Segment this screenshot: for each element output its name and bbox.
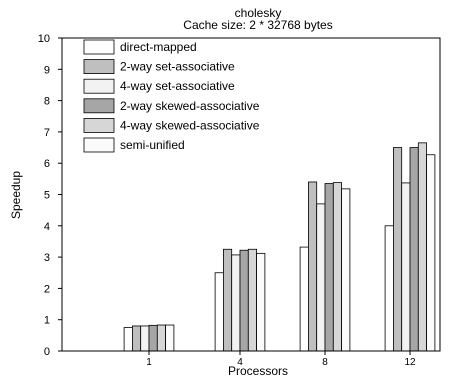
bar-direct-mapped-1 (123, 327, 133, 352)
x-tick-label: 1 (146, 357, 152, 368)
bar-2-way-skewed-associative-4 (239, 249, 249, 352)
bar-4-way-skewed-associative-8 (332, 182, 342, 352)
bar-2-way-skewed-associative-1 (148, 324, 158, 352)
legend-swatch (83, 137, 115, 153)
legend-label: semi-unified (120, 138, 185, 152)
bar-2-way-set-associative-4 (222, 248, 233, 352)
bar-direct-mapped-8 (299, 246, 309, 352)
bar-2-way-skewed-associative-8 (324, 183, 334, 352)
bar-4-way-set-associative-12 (401, 182, 411, 352)
legend-label: 2-way skewed-associative (120, 99, 260, 113)
legend-swatch (83, 39, 115, 55)
bar-4-way-set-associative-4 (231, 254, 241, 352)
bar-4-way-skewed-associative-1 (156, 324, 167, 352)
bar-2-way-set-associative-8 (307, 181, 318, 352)
bar-4-way-skewed-associative-12 (417, 142, 427, 352)
y-tick-label: 3 (44, 252, 50, 264)
bar-4-way-set-associative-8 (316, 203, 326, 352)
x-axis-label: Processors (228, 364, 288, 378)
legend-swatch (83, 98, 115, 114)
bar-semi-unified-1 (165, 324, 175, 352)
y-tick-label: 7 (44, 127, 50, 139)
x-tick-label: 4 (237, 357, 243, 368)
legend-swatch (83, 118, 115, 133)
bar-4-way-set-associative-1 (140, 325, 150, 352)
y-tick-label: 6 (44, 158, 50, 170)
y-tick-label: 5 (44, 190, 50, 202)
legend-swatch (83, 78, 115, 94)
y-axis-ticks: 0 1 2 3 4 5 6 7 8 9 10 (38, 33, 62, 358)
legend-swatch (83, 59, 115, 74)
legend-label: 2-way set-associative (120, 60, 235, 74)
bar-series-group (123, 142, 436, 352)
legend-label: 4-way skewed-associative (120, 118, 260, 132)
bar-2-way-set-associative-1 (131, 325, 142, 352)
y-tick-label: 9 (44, 64, 50, 76)
y-tick-label: 4 (44, 221, 50, 233)
x-axis-ticks: 1 4 8 12 (146, 351, 416, 368)
legend-label: 4-way set-associative (120, 79, 235, 93)
y-tick-label: 1 (44, 315, 50, 327)
y-tick-label: 8 (44, 96, 50, 108)
chart-legend: direct-mapped 2-way set-associative 4-way … (83, 39, 260, 153)
bar-semi-unified-12 (426, 154, 436, 352)
bar-2-way-skewed-associative-12 (409, 147, 419, 352)
plot-area-frame (61, 37, 441, 352)
bar-4-way-skewed-associative-4 (247, 248, 258, 352)
bar-semi-unified-4 (256, 252, 266, 352)
y-axis-label: Speedup (9, 171, 23, 219)
x-tick-label: 8 (322, 357, 328, 368)
y-tick-label: 0 (44, 346, 50, 358)
legend-label: direct-mapped (120, 40, 197, 54)
bar-direct-mapped-4 (214, 272, 224, 352)
bar-direct-mapped-12 (384, 225, 394, 352)
y-tick-label: 2 (44, 283, 50, 295)
chart-subtitle: Cache size: 2 * 32768 bytes (183, 18, 332, 32)
y-tick-label: 10 (38, 33, 50, 45)
bar-semi-unified-8 (341, 188, 351, 352)
x-tick-label: 12 (404, 357, 416, 368)
bar-2-way-set-associative-12 (392, 147, 403, 352)
chart-title: cholesky (235, 6, 282, 20)
